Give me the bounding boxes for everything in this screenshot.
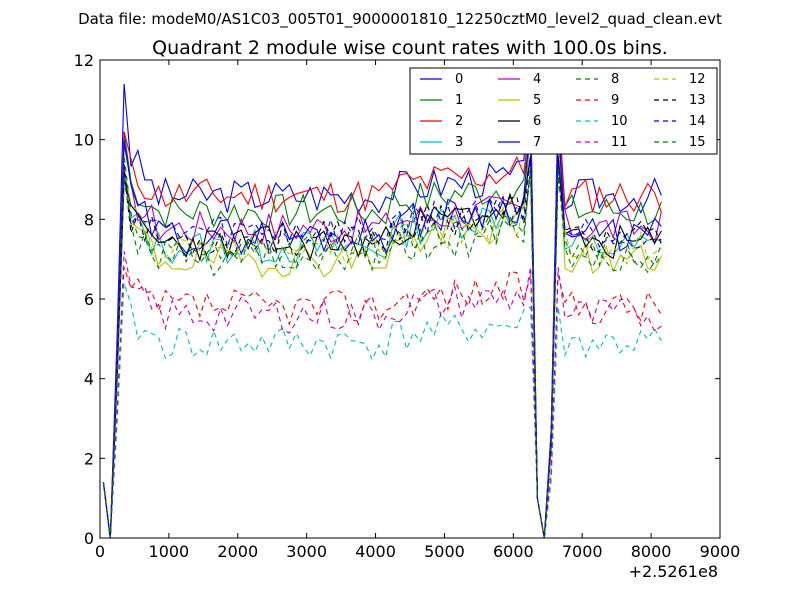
y-tick-label: 6	[84, 290, 94, 309]
x-axis-offset-label: +2.5261e8	[629, 562, 718, 581]
legend-label: 13	[689, 93, 706, 108]
y-tick-label: 4	[84, 370, 94, 389]
y-tick-label: 10	[74, 131, 94, 150]
series-4-line	[102, 131, 662, 539]
x-tick-label: 0	[95, 542, 105, 561]
legend-label: 1	[455, 93, 463, 108]
legend-label: 6	[533, 114, 541, 129]
legend-label: 2	[455, 114, 463, 129]
x-tick-label: 8000	[631, 542, 672, 561]
series-13-line	[102, 171, 662, 539]
legend-label: 5	[533, 93, 541, 108]
x-tick-label: 6000	[493, 542, 534, 561]
x-tick-label: 3000	[286, 542, 327, 561]
series-10-line	[102, 282, 662, 539]
x-tick-label: 1000	[149, 542, 190, 561]
x-tick-label: 5000	[424, 542, 465, 561]
series-7-line	[102, 123, 662, 539]
legend-label: 15	[689, 135, 706, 150]
legend-label: 7	[533, 135, 541, 150]
legend-label: 4	[533, 72, 541, 87]
series-3-line	[102, 155, 662, 539]
chart-title: Quadrant 2 module wise count rates with …	[152, 37, 668, 59]
series-5-line	[102, 123, 662, 539]
legend-label: 3	[455, 135, 463, 150]
y-tick-label: 8	[84, 210, 94, 229]
legend-label: 10	[611, 114, 628, 129]
legend-label: 14	[689, 114, 706, 129]
legend-label: 8	[611, 72, 619, 87]
legend-label: 11	[611, 135, 628, 150]
series-9-line	[102, 266, 662, 539]
series-2-line	[102, 115, 662, 539]
x-tick-label: 2000	[217, 542, 258, 561]
series-14-line	[102, 155, 662, 539]
legend-label: 12	[689, 72, 706, 87]
series-8-line	[102, 155, 662, 539]
series-layer	[102, 83, 662, 539]
y-tick-label: 12	[74, 51, 94, 70]
x-axis: 0 1000 2000 3000 4000 5000 6000 7000 8000 9000	[95, 60, 740, 561]
x-tick-label: 9000	[700, 542, 741, 561]
series-15-line	[102, 171, 662, 539]
series-1-line	[102, 131, 662, 539]
legend-label: 9	[611, 93, 619, 108]
series-0-line	[102, 83, 662, 539]
figure-suptitle: Data file: modeM0/AS1C03_005T01_90000018…	[78, 10, 722, 29]
x-tick-label: 4000	[355, 542, 396, 561]
y-tick-label: 0	[84, 529, 94, 548]
legend-frame	[409, 67, 718, 155]
x-tick-label: 7000	[562, 542, 603, 561]
series-11-line	[102, 251, 662, 539]
legend-label: 0	[455, 72, 463, 87]
y-tick-label: 2	[84, 449, 94, 468]
